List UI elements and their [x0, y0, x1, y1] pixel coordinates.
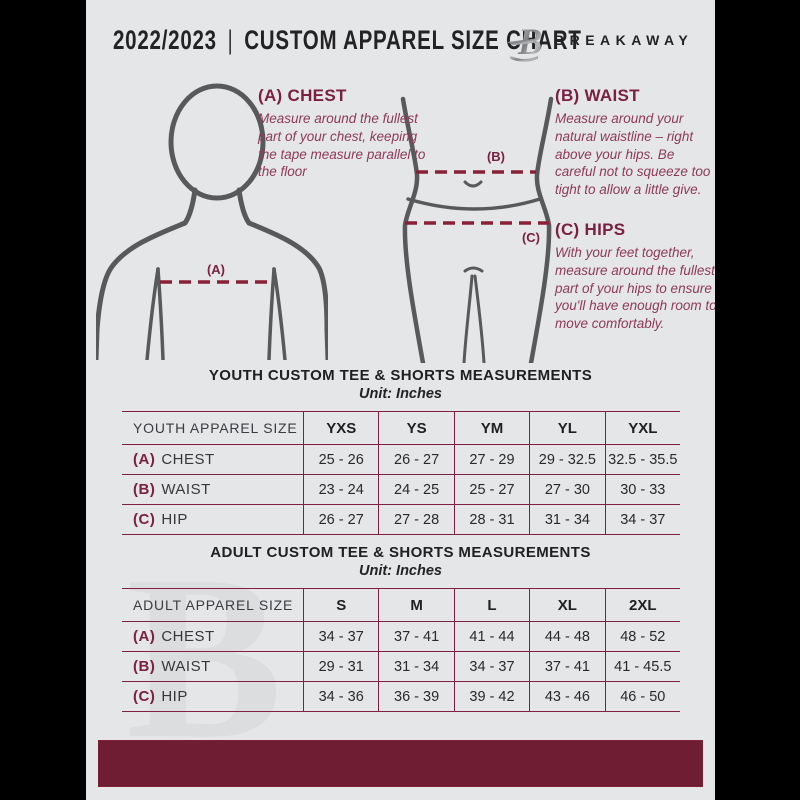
title-separator: | — [227, 25, 234, 55]
table-cell: 23 - 24 — [303, 475, 379, 505]
row-prefix: (A) — [133, 628, 156, 645]
table-cell: 29 - 32.5 — [529, 445, 605, 475]
adult-size-col-xl: XL — [529, 589, 605, 622]
youth-size-col-yl: YL — [529, 412, 605, 445]
adult-chest-row-label: (A) CHEST — [122, 622, 303, 652]
torso-figure: (A) — [96, 83, 328, 360]
hip-line-label: (C) — [522, 230, 540, 245]
table-cell: 28 - 31 — [453, 505, 530, 535]
adult-waist-row-label: (B) WAIST — [122, 652, 303, 682]
hips-instruction-text: With your feet together, measure around … — [555, 245, 715, 332]
table-cell: 36 - 39 — [378, 682, 454, 712]
table-cell: 41 - 44 — [453, 622, 530, 652]
chest-instruction-text: Measure around the fullest part of your … — [258, 111, 426, 180]
adult-unit-label: Unit: Inches — [359, 563, 442, 579]
table-cell: 43 - 46 — [529, 682, 605, 712]
row-prefix: (C) — [133, 688, 156, 705]
youth-waist-row-label: (B) WAIST — [122, 475, 303, 505]
row-prefix: (C) — [133, 511, 156, 528]
table-cell: 27 - 30 — [529, 475, 605, 505]
youth-hip-row-label: (C) HIP — [122, 505, 303, 535]
row-label-text: WAIST — [161, 481, 211, 498]
adult-section-title: ADULT CUSTOM TEE & SHORTS MEASUREMENTS — [210, 544, 591, 561]
waist-instruction-heading: (B) WAIST — [555, 86, 640, 105]
row-prefix: (B) — [133, 658, 156, 675]
hips-figure: (B) (C) — [400, 96, 554, 363]
adult-size-table: ADULT APPAREL SIZE S M L XL 2XL (A) CHES… — [122, 588, 680, 712]
adult-table-header-label: ADULT APPAREL SIZE — [122, 589, 303, 622]
row-label-text: WAIST — [161, 658, 211, 675]
table-cell: 32.5 - 35.5 — [604, 445, 680, 475]
youth-size-col-yxs: YXS — [303, 412, 379, 445]
table-cell: 34 - 37 — [604, 505, 680, 535]
chest-instruction-heading: (A) CHEST — [258, 86, 347, 105]
table-cell: 48 - 52 — [604, 622, 680, 652]
table-cell: 34 - 37 — [303, 622, 379, 652]
hips-instruction-heading: (C) HIPS — [555, 220, 626, 239]
table-cell: 26 - 27 — [378, 445, 454, 475]
brand-name: BREAKAWAY — [554, 32, 694, 48]
table-cell: 39 - 42 — [453, 682, 530, 712]
table-cell: 30 - 33 — [604, 475, 680, 505]
table-cell: 26 - 27 — [303, 505, 379, 535]
size-chart-page: 2022/2023 | CUSTOM APPAREL SIZE CHART B BR… — [86, 0, 715, 800]
table-cell: 46 - 50 — [604, 682, 680, 712]
table-cell: 41 - 45.5 — [604, 652, 680, 682]
footer-accent-bar — [98, 740, 703, 787]
adult-size-col-m: M — [378, 589, 454, 622]
table-cell: 25 - 27 — [453, 475, 530, 505]
adult-size-col-2xl: 2XL — [604, 589, 680, 622]
table-cell: 34 - 37 — [453, 652, 530, 682]
table-cell: 37 - 41 — [378, 622, 454, 652]
table-cell: 31 - 34 — [378, 652, 454, 682]
waist-line-label: (B) — [487, 149, 505, 164]
table-cell: 24 - 25 — [378, 475, 454, 505]
youth-unit-label: Unit: Inches — [359, 386, 442, 402]
table-cell: 27 - 28 — [378, 505, 454, 535]
table-cell: 37 - 41 — [529, 652, 605, 682]
table-cell: 34 - 36 — [303, 682, 379, 712]
season-label: 2022/2023 — [113, 25, 217, 55]
youth-size-col-ym: YM — [453, 412, 530, 445]
row-label-text: CHEST — [161, 451, 215, 468]
youth-size-col-ys: YS — [378, 412, 454, 445]
table-cell: 25 - 26 — [303, 445, 379, 475]
adult-hip-row-label: (C) HIP — [122, 682, 303, 712]
row-prefix: (A) — [133, 451, 156, 468]
row-label-text: CHEST — [161, 628, 215, 645]
youth-size-table: YOUTH APPAREL SIZE YXS YS YM YL YXL (A) … — [122, 411, 680, 535]
adult-size-col-s: S — [303, 589, 379, 622]
row-label-text: HIP — [161, 688, 188, 705]
waist-instruction-text: Measure around your natural waistline – … — [555, 111, 711, 198]
chest-line-label: (A) — [207, 262, 225, 277]
youth-section-title: YOUTH CUSTOM TEE & SHORTS MEASUREMENTS — [208, 367, 593, 384]
table-cell: 29 - 31 — [303, 652, 379, 682]
row-prefix: (B) — [133, 481, 156, 498]
youth-size-col-yxl: YXL — [604, 412, 680, 445]
breakaway-logo-icon: B — [506, 21, 550, 63]
watermark-b: B — [126, 527, 283, 787]
adult-size-col-l: L — [453, 589, 530, 622]
row-label-text: HIP — [161, 511, 188, 528]
table-cell: 44 - 48 — [529, 622, 605, 652]
youth-table-header-label: YOUTH APPAREL SIZE — [122, 412, 303, 445]
youth-chest-row-label: (A) CHEST — [122, 445, 303, 475]
table-cell: 27 - 29 — [453, 445, 530, 475]
table-cell: 31 - 34 — [529, 505, 605, 535]
